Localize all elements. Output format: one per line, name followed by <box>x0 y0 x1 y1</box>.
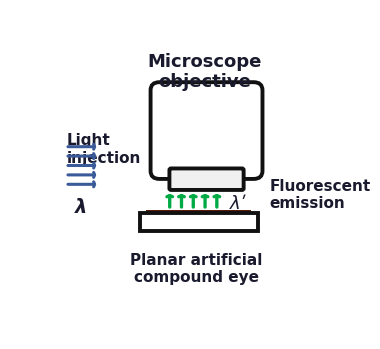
Text: Fluorescent
emission: Fluorescent emission <box>270 179 371 211</box>
Text: λ: λ <box>75 198 87 217</box>
Text: λʹ: λʹ <box>230 195 246 214</box>
FancyBboxPatch shape <box>150 82 263 179</box>
Bar <box>146 209 251 214</box>
FancyBboxPatch shape <box>169 169 244 190</box>
Text: Planar artificial
compound eye: Planar artificial compound eye <box>130 253 263 285</box>
Text: Microscope
objective: Microscope objective <box>148 53 262 91</box>
Bar <box>140 213 258 231</box>
Text: Light
injection: Light injection <box>66 133 141 166</box>
